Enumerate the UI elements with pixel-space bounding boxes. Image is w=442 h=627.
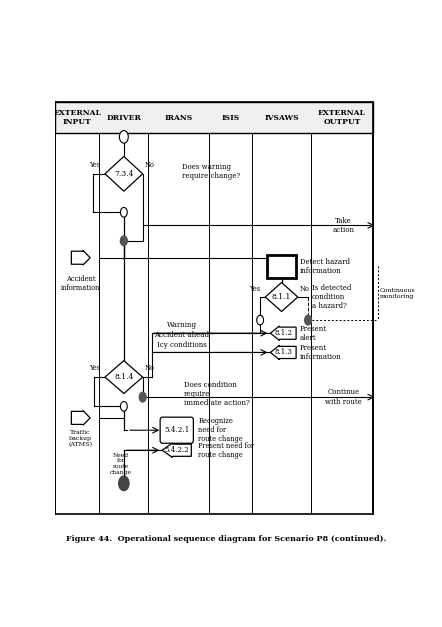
Polygon shape: [271, 345, 296, 360]
Bar: [55, 102, 373, 133]
Text: Detect hazard
information: Detect hazard information: [300, 258, 350, 275]
Text: 8.1.4: 8.1.4: [114, 373, 133, 381]
Text: 8.1.3: 8.1.3: [274, 349, 292, 356]
Text: Yes: Yes: [89, 161, 100, 169]
Text: Does condition
require
immediate action?: Does condition require immediate action?: [183, 381, 249, 408]
Text: 5.4.2.2: 5.4.2.2: [164, 446, 189, 454]
Circle shape: [120, 208, 127, 217]
Text: Present
alert: Present alert: [300, 325, 327, 342]
Text: IRANS: IRANS: [164, 113, 193, 122]
Polygon shape: [265, 283, 298, 312]
Text: Need
for
route
change: Need for route change: [110, 453, 132, 475]
Text: Yes: Yes: [89, 364, 100, 372]
Text: No: No: [145, 364, 154, 372]
Circle shape: [257, 315, 263, 325]
Polygon shape: [271, 326, 296, 340]
Circle shape: [119, 130, 128, 143]
Text: 7.3.4: 7.3.4: [114, 170, 133, 178]
Bar: [267, 255, 296, 278]
Polygon shape: [162, 443, 191, 458]
Circle shape: [120, 401, 127, 411]
Text: Accident
information: Accident information: [61, 275, 100, 292]
Text: No: No: [145, 161, 154, 169]
Text: Figure 44.  Operational sequence diagram for Scenario P8 (continued).: Figure 44. Operational sequence diagram …: [66, 535, 387, 543]
Bar: [55, 102, 373, 514]
Text: Continue
with route: Continue with route: [325, 389, 362, 406]
Text: Does warning
require change?: Does warning require change?: [182, 163, 240, 180]
Text: Traffic
backup
(ATMS): Traffic backup (ATMS): [69, 430, 93, 446]
Polygon shape: [105, 156, 143, 191]
Polygon shape: [71, 411, 90, 425]
Polygon shape: [105, 361, 143, 394]
Circle shape: [119, 476, 129, 490]
Text: Take
action: Take action: [333, 217, 355, 234]
Circle shape: [120, 236, 127, 246]
Text: DRIVER: DRIVER: [107, 113, 141, 122]
FancyBboxPatch shape: [160, 417, 194, 443]
Text: IVSAWS: IVSAWS: [264, 113, 299, 122]
Circle shape: [305, 315, 312, 325]
Polygon shape: [71, 251, 90, 265]
Text: Continuous
monitoring: Continuous monitoring: [380, 288, 415, 298]
Text: EXTERNAL
INPUT: EXTERNAL INPUT: [53, 109, 101, 126]
Text: Accident ahead
Icy conditions: Accident ahead Icy conditions: [154, 332, 210, 349]
Text: ISIS: ISIS: [221, 113, 240, 122]
Text: EXTERNAL
OUTPUT: EXTERNAL OUTPUT: [318, 109, 366, 126]
Text: Yes: Yes: [249, 285, 260, 293]
Text: Warning: Warning: [167, 321, 197, 329]
Text: Present
information: Present information: [300, 344, 341, 361]
Text: Recognize
need for
route change: Recognize need for route change: [198, 417, 243, 443]
Text: 8.1.2: 8.1.2: [274, 329, 292, 337]
Text: No: No: [300, 285, 309, 293]
Text: 8.1.1: 8.1.1: [272, 293, 291, 301]
Circle shape: [139, 393, 146, 402]
Text: 5.4.2.1: 5.4.2.1: [164, 426, 190, 435]
Text: Present need for
route change: Present need for route change: [198, 441, 254, 459]
Text: Is detected
condition
a hazard?: Is detected condition a hazard?: [312, 284, 351, 310]
